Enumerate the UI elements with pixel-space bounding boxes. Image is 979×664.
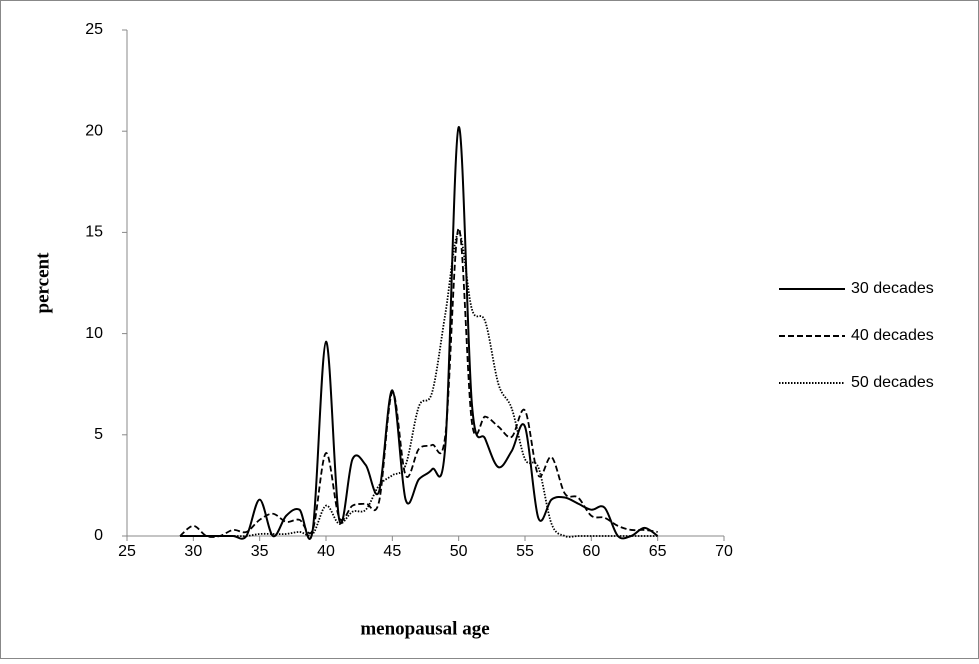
legend-label: 30 decades [851,280,934,297]
x-tick-label: 40 [317,543,335,560]
y-tick-label: 20 [85,122,103,139]
y-tick-label: 5 [94,426,103,443]
line-series [180,126,659,540]
x-tick-label: 25 [118,543,136,560]
x-tick-label: 70 [715,543,733,560]
legend-label: 40 decades [851,327,934,344]
x-tick-label: 50 [450,543,468,560]
y-axis-title: percent [32,252,53,314]
x-tick-label: 30 [184,543,202,560]
y-tick-label: 10 [85,325,103,342]
x-tick-label: 35 [251,543,269,560]
x-tick-label: 65 [649,543,667,560]
x-tick-label: 60 [582,543,600,560]
y-tick-label: 25 [85,21,103,38]
x-tick-label: 45 [383,543,401,560]
y-tick-label: 15 [85,224,103,241]
x-tick-label: 55 [516,543,534,560]
x-axis-title: menopausal age [360,618,489,639]
legend-label: 50 decades [851,374,934,391]
y-tick-label: 0 [94,527,103,544]
line-series [179,227,658,538]
